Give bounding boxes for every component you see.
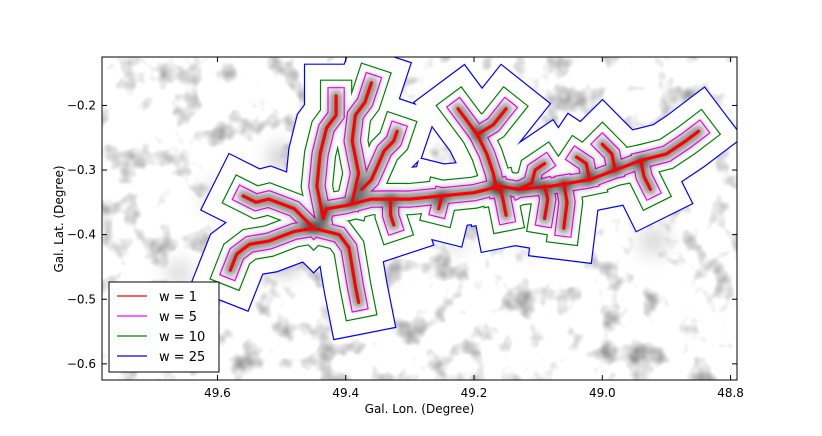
emission-peak-9 [271,148,292,166]
x-tick-label-2: 49.2 [461,386,488,400]
contour-w1-9 [639,158,652,191]
contour-w1-5 [475,107,508,137]
contour-w1-3 [321,129,701,221]
x-axis-title: Gal. Lon. (Degree) [365,402,475,416]
legend: w = 1 w = 5 w = 10 w = 25 [108,281,220,373]
contour-w1-2 [360,129,399,191]
contour-w1-10 [543,184,550,221]
legend-label-w1: w = 1 [159,290,197,305]
y-tick-label-0: −0.2 [67,98,96,112]
contour-w1-12 [241,194,316,230]
y-tick-label-4: −0.6 [67,357,96,371]
y-axis-title: Gal. Lat. (Degree) [52,165,66,272]
x-tick-label-1: 49.4 [332,386,359,400]
plot-area [101,56,738,381]
y-tick-label-2: −0.4 [67,228,96,242]
contour-w1 [228,81,701,305]
contour-w1-7 [575,155,592,182]
y-tick-label-3: −0.5 [67,292,96,306]
y-tick-label-1: −0.3 [67,163,96,177]
contour-w1-1 [350,81,373,204]
contour-w1-14 [312,226,361,305]
contour-w1-13 [228,226,316,272]
contour-w1-4 [456,107,499,191]
emission-peak-19 [640,229,667,253]
contour-w1-0 [315,94,338,221]
plot-frame [101,56,738,381]
legend-box [108,281,220,373]
legend-label-w5: w = 5 [159,310,197,325]
x-tick-label-3: 49.0 [589,386,616,400]
legend-label-w10: w = 10 [159,330,205,345]
axes: 49.6 49.4 49.2 49.0 48.8 −0.2 −0.3 −0.4 −0.5 −0.6 [67,57,744,400]
contour-w1-8 [600,142,617,172]
x-tick-label-0: 49.6 [204,386,231,400]
contour-w1-6 [517,162,547,191]
emission-peak-11 [169,264,189,283]
filament-contours [188,57,737,341]
legend-label-w25: w = 25 [159,350,205,365]
contour-w1-17 [498,184,508,217]
contour-w1-11 [562,181,569,230]
x-tick-label-4: 48.8 [717,386,744,400]
contour-w1-15 [389,197,396,227]
contour-w1-16 [437,194,444,211]
